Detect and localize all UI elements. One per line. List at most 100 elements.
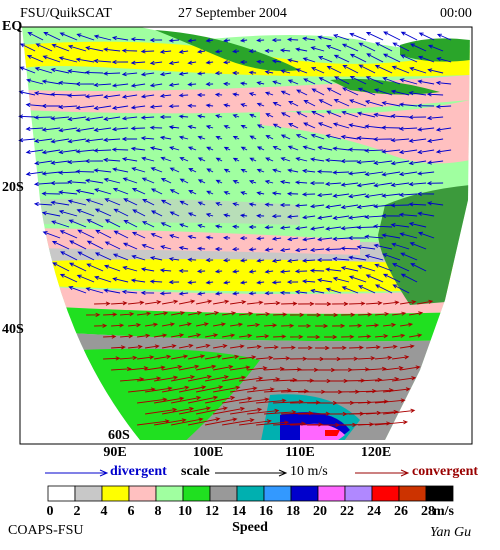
- wind-arrow: [52, 262, 70, 272]
- wind-arrow: [112, 277, 129, 283]
- wind-arrow: [408, 138, 427, 143]
- wind-arrow: [222, 396, 253, 404]
- wind-arrow: [373, 112, 393, 118]
- wind-arrow: [205, 60, 214, 65]
- wind-arrow: [286, 214, 299, 219]
- wind-arrow: [50, 138, 70, 144]
- wind-arrow: [179, 364, 200, 371]
- wind-arrow: [392, 376, 417, 382]
- wind-arrow: [301, 258, 316, 263]
- wind-arrow: [357, 87, 376, 96]
- wind-arrow: [26, 54, 44, 63]
- wind-arrow: [374, 263, 393, 272]
- wind-arrow: [398, 102, 418, 107]
- wind-arrow: [93, 105, 112, 111]
- wind-arrow: [223, 168, 231, 173]
- wind-arrow: [179, 157, 189, 162]
- wind-arrow: [25, 102, 44, 107]
- wind-arrow: [326, 65, 342, 74]
- wind-arrow: [400, 344, 415, 349]
- wind-arrow: [435, 104, 452, 109]
- wind-arrow: [196, 406, 228, 415]
- wind-arrow: [358, 312, 373, 317]
- wind-arrow: [178, 291, 189, 296]
- wind-arrow: [58, 80, 78, 85]
- wind-arrow: [68, 219, 87, 228]
- wind-arrow: [332, 323, 346, 329]
- wind-arrow: [317, 215, 333, 220]
- lat-label: 20S: [2, 180, 24, 195]
- wind-arrow: [232, 202, 240, 207]
- wind-arrow: [256, 213, 265, 218]
- map-frame: [19, 26, 473, 445]
- wind-arrow: [171, 395, 202, 404]
- colorbar-swatch: [236, 485, 265, 502]
- wind-arrow: [435, 149, 452, 154]
- wind-arrow: [248, 269, 257, 274]
- wind-arrow: [356, 225, 376, 230]
- wind-arrow: [373, 182, 393, 188]
- wind-arrow: [168, 38, 180, 43]
- colorbar-tick: 12: [205, 504, 219, 519]
- wind-arrow: [84, 138, 104, 143]
- wind-arrow: [159, 49, 172, 54]
- wind-arrow: [316, 169, 333, 174]
- wind-arrow: [399, 78, 418, 85]
- wind-arrow: [179, 406, 211, 415]
- wind-arrow: [309, 180, 325, 186]
- wind-arrow: [68, 286, 87, 294]
- wind-arrow: [288, 123, 299, 129]
- wind-arrow: [400, 31, 418, 41]
- wind-arrow: [169, 167, 180, 173]
- wind-arrow: [179, 385, 207, 393]
- wind-arrow: [187, 103, 197, 108]
- wind-arrow: [25, 171, 44, 176]
- wind-arrow: [364, 254, 384, 261]
- wind-arrow: [332, 193, 350, 198]
- wind-arrow: [332, 256, 350, 262]
- wind-arrow: [223, 280, 231, 285]
- wind-arrow: [223, 38, 231, 43]
- wind-arrow: [342, 87, 359, 96]
- colorbar-swatch: [317, 485, 346, 502]
- wind-arrow: [294, 269, 308, 274]
- wind-arrow: [381, 101, 401, 107]
- wind-arrow: [196, 322, 209, 327]
- wind-arrow: [42, 231, 61, 239]
- wind-arrow: [178, 268, 189, 274]
- wind-arrow: [137, 419, 170, 426]
- wind-arrow: [315, 345, 330, 351]
- wind-arrow: [168, 257, 180, 262]
- wind-arrow: [249, 135, 257, 140]
- wind-arrow: [264, 247, 274, 252]
- wind-arrow: [272, 146, 282, 151]
- wind-arrow: [426, 201, 444, 206]
- wind-arrow: [128, 300, 145, 305]
- wind-arrow: [390, 160, 410, 166]
- wind-arrow: [160, 199, 172, 206]
- wind-arrow: [50, 67, 70, 74]
- wind-arrow: [75, 81, 95, 87]
- wind-arrow: [256, 124, 265, 129]
- wind-arrow: [256, 38, 265, 43]
- wind-arrow: [239, 376, 264, 382]
- wind-arrow: [279, 202, 291, 208]
- wind-arrow: [295, 134, 308, 140]
- wind-arrow: [317, 145, 333, 151]
- wind-arrow: [409, 242, 427, 250]
- wind-arrow: [264, 48, 274, 54]
- wind-arrow: [145, 365, 166, 371]
- colorbar-swatch: [425, 485, 454, 502]
- wind-arrow: [213, 406, 246, 415]
- colorbar-tick: 8: [155, 504, 162, 519]
- wind-arrow: [141, 156, 155, 162]
- wind-arrow: [18, 114, 36, 119]
- wind-arrow: [104, 219, 121, 228]
- wind-arrow: [311, 110, 325, 118]
- wind-arrow: [205, 38, 214, 43]
- lat-label: 60S: [108, 428, 130, 443]
- wind-arrow: [373, 243, 393, 250]
- wind-arrow: [248, 49, 257, 54]
- wind-arrow: [25, 149, 44, 155]
- wind-arrow: [325, 267, 342, 272]
